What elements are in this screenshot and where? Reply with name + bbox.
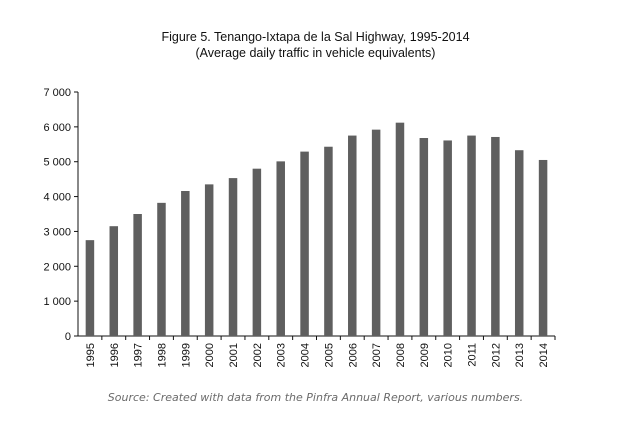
x-tick-label: 1997: [133, 343, 145, 367]
x-tick-label: 2008: [395, 343, 407, 367]
bar-2000: [204, 184, 214, 336]
bar-2001: [228, 178, 238, 336]
bar-2007: [371, 129, 381, 336]
y-tick-label: 5 000: [43, 157, 71, 169]
x-tick-label: 2014: [538, 343, 550, 367]
x-tick-label: 2003: [276, 343, 288, 367]
y-tick-label: 3 000: [43, 226, 71, 238]
bar-2008: [395, 122, 405, 336]
x-tick-label: 1999: [180, 343, 192, 367]
chart-subtitle: (Average daily traffic in vehicle equiva…: [195, 46, 436, 60]
x-tick-label: 2009: [419, 343, 431, 367]
y-tick-label: 0: [65, 331, 71, 343]
source-note: Source: Created with data from the Pinfr…: [107, 391, 524, 404]
x-tick-label: 2006: [347, 343, 359, 367]
x-tick-label: 2013: [514, 343, 526, 367]
bar-2005: [324, 146, 333, 336]
bar-1996: [109, 226, 119, 336]
x-tick-label: 2000: [204, 343, 216, 367]
bar-2002: [252, 168, 262, 336]
bar-1998: [157, 202, 166, 336]
bar-2014: [538, 159, 548, 336]
bar-1997: [133, 214, 142, 336]
bar-2013: [514, 150, 524, 336]
bar-2012: [491, 136, 500, 336]
y-tick-label: 6 000: [43, 122, 71, 134]
bar-2004: [300, 151, 309, 336]
y-tick-label: 2 000: [43, 261, 71, 273]
x-tick-label: 2010: [443, 343, 455, 367]
bar-1995: [85, 240, 95, 336]
y-tick-label: 4 000: [43, 192, 71, 204]
x-tick-label: 2002: [252, 343, 264, 367]
x-tick-label: 2004: [300, 343, 312, 367]
bar-1999: [181, 190, 190, 336]
x-tick-label: 2001: [228, 343, 240, 367]
x-tick-label: 2011: [467, 343, 479, 367]
x-tick-label: 1998: [156, 343, 168, 367]
bar-2011: [467, 135, 476, 336]
x-tick-label: 1995: [85, 343, 97, 367]
bar-2010: [443, 140, 452, 336]
x-tick-label: 2007: [371, 343, 383, 367]
bar-2009: [419, 138, 429, 336]
bar-2006: [348, 135, 357, 336]
x-tick-label: 1996: [109, 343, 121, 367]
bar-2003: [276, 161, 285, 336]
x-tick-label: 2005: [323, 343, 335, 367]
chart-title: Figure 5. Tenango-Ixtapa de la Sal Highw…: [161, 30, 470, 44]
y-tick-label: 7 000: [43, 87, 71, 99]
x-tick-label: 2012: [490, 343, 502, 367]
y-tick-label: 1 000: [43, 296, 71, 308]
